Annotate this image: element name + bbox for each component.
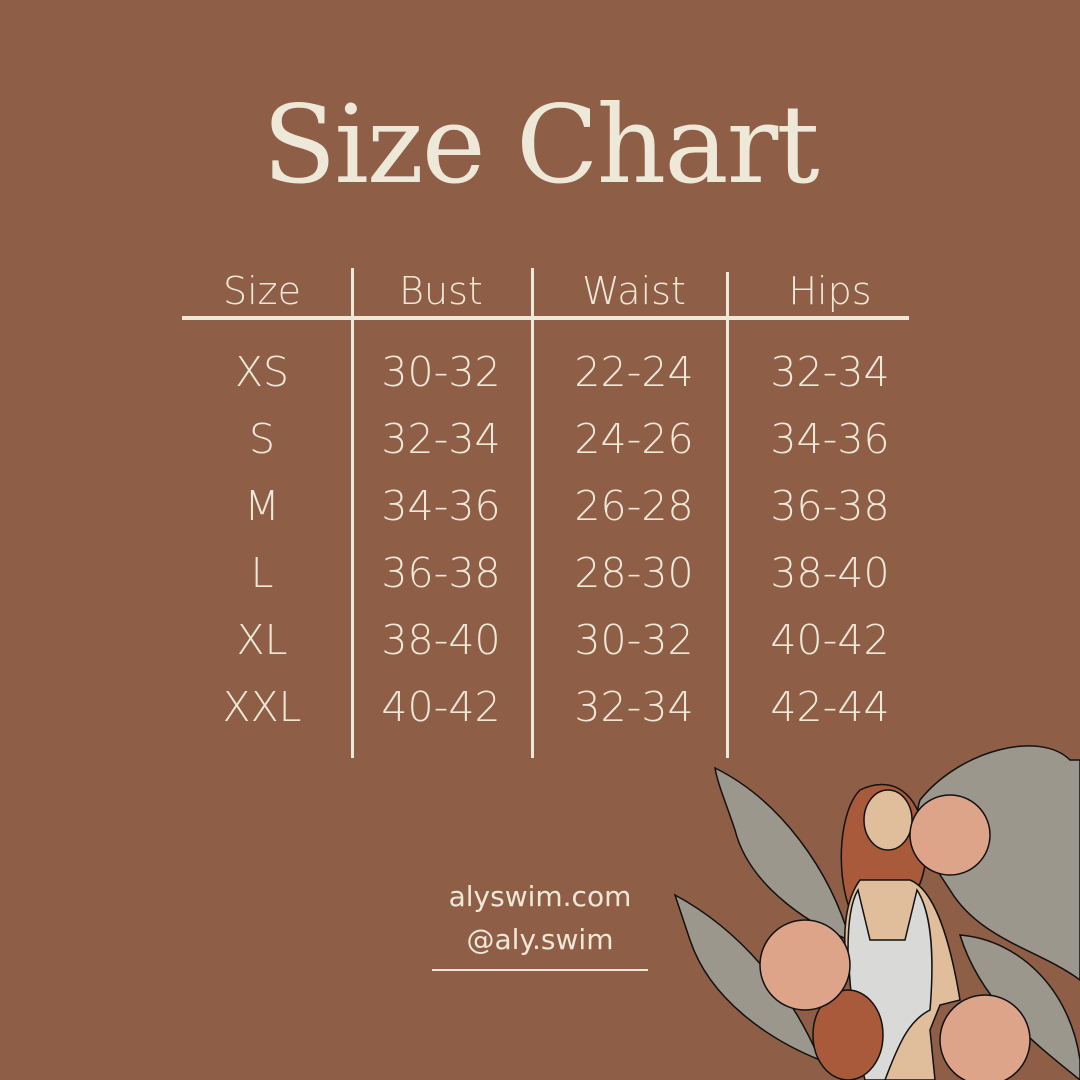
table-cell: 42-44	[770, 683, 890, 731]
table-cell: 32-34	[381, 415, 501, 463]
header-divider	[182, 316, 909, 320]
hibiscus-flower	[759, 919, 851, 1011]
table-cell: XXL	[222, 683, 302, 731]
table-cell: 30-32	[381, 348, 501, 396]
table-cell: 36-38	[770, 482, 890, 530]
table-cell: 40-42	[381, 683, 501, 731]
table-cell: L	[250, 549, 274, 597]
table-cell: XL	[236, 616, 288, 664]
table-cell: 30-32	[574, 616, 694, 664]
column-header-size: Size	[222, 269, 301, 313]
table-cell: 40-42	[770, 616, 890, 664]
hibiscus-flower	[909, 794, 991, 876]
hat	[812, 989, 884, 1080]
table-cell: 26-28	[574, 482, 694, 530]
table-cell: 22-24	[574, 348, 694, 396]
social-handle: @aly.swim	[466, 923, 614, 956]
footer-divider	[432, 969, 648, 971]
swimwear-illustration	[673, 745, 1080, 1080]
banana-leaf	[958, 934, 1080, 1080]
face	[863, 789, 913, 851]
page-title: Size Chart	[262, 83, 819, 208]
column-divider	[531, 268, 534, 758]
column-divider	[726, 272, 729, 758]
column-header-waist: Waist	[582, 269, 686, 313]
column-header-bust: Bust	[399, 269, 483, 313]
table-cell: 36-38	[381, 549, 501, 597]
table-cell: XS	[234, 348, 290, 396]
table-cell: 38-40	[770, 549, 890, 597]
table-cell: 34-36	[770, 415, 890, 463]
banana-leaf	[714, 766, 852, 942]
hibiscus-flower	[939, 994, 1031, 1080]
table-cell: 32-34	[770, 348, 890, 396]
column-header-hips: Hips	[788, 269, 872, 313]
table-cell: 32-34	[574, 683, 694, 731]
table-cell: 24-26	[574, 415, 694, 463]
table-cell: S	[248, 415, 276, 463]
website-text: alyswim.com	[448, 880, 632, 913]
table-cell: 34-36	[381, 482, 501, 530]
table-cell: M	[244, 482, 280, 530]
column-divider	[351, 268, 354, 758]
table-cell: 28-30	[574, 549, 694, 597]
table-cell: 38-40	[381, 616, 501, 664]
